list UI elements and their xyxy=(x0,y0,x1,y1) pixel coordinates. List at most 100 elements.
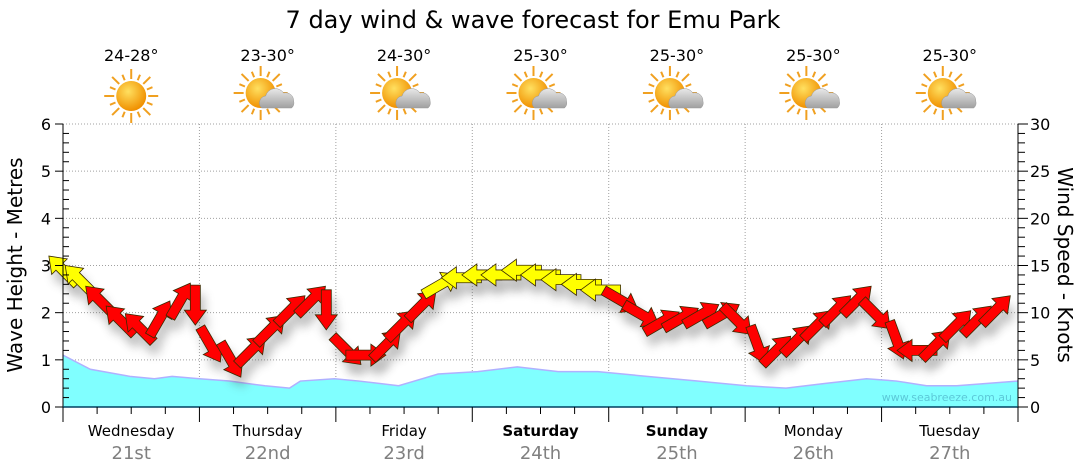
sun-ray xyxy=(240,73,250,82)
sun-ray xyxy=(239,98,246,103)
sun-ray xyxy=(675,108,680,115)
sun-ray xyxy=(375,83,382,88)
sun-ray xyxy=(146,86,153,91)
sun-ray xyxy=(377,104,386,113)
wind-arrow xyxy=(124,313,158,347)
wind-arrow xyxy=(579,278,621,302)
sun-ray xyxy=(796,71,801,78)
day-name-label: Monday xyxy=(784,422,843,440)
watermark: www.seabreeze.com.au xyxy=(882,391,1012,404)
cloud-shape xyxy=(668,88,704,109)
day-name-label: Sunday xyxy=(646,422,709,440)
y-right-tick-label: 25 xyxy=(1030,162,1050,181)
wind-arrow xyxy=(977,295,1011,329)
sun-ray xyxy=(271,73,281,82)
wind-arrow xyxy=(560,272,602,297)
cloud-shape xyxy=(941,88,977,109)
sun-ray xyxy=(958,83,965,88)
day-temperature-label: 25-30° xyxy=(786,46,841,65)
sun-ray xyxy=(921,83,928,88)
wave-height-line xyxy=(62,354,1019,389)
y-right-tick-label: 5 xyxy=(1030,351,1040,370)
sun-ray xyxy=(109,86,116,91)
sun-ray xyxy=(786,73,796,82)
sun-ray xyxy=(250,108,256,115)
day-temperature-label: 25-30° xyxy=(923,46,978,65)
day-date-label: 24th xyxy=(520,443,561,464)
sun-ray xyxy=(375,98,382,103)
sun-ray xyxy=(146,101,153,106)
sun-ray xyxy=(648,83,655,88)
cloud-shape xyxy=(804,88,840,109)
sun-ray xyxy=(142,107,152,116)
partly-cloudy-icon xyxy=(779,66,840,120)
day-date-label: 21st xyxy=(112,443,151,464)
wind-arrow xyxy=(745,323,771,365)
partly-cloudy-icon xyxy=(642,66,704,120)
sun-ray xyxy=(933,71,938,78)
sun-ray xyxy=(275,83,283,88)
sun-ray xyxy=(387,108,392,115)
sun-ray xyxy=(239,83,246,88)
sun-ray xyxy=(377,73,386,82)
sun-ray xyxy=(513,104,523,113)
y-left-tick-label: 5 xyxy=(41,162,51,181)
day-temperature-label: 25-30° xyxy=(650,46,705,65)
sun-ray xyxy=(921,98,928,103)
sun-ray xyxy=(513,73,523,82)
sun-ray xyxy=(648,98,655,103)
y-right-tick-label: 0 xyxy=(1030,398,1040,417)
sunny-icon xyxy=(104,69,159,123)
sun-ray xyxy=(685,83,692,88)
sun-ray xyxy=(786,104,796,113)
day-temperature-label: 24-30° xyxy=(377,46,432,65)
partly-cloudy-icon xyxy=(506,66,567,120)
partly-cloudy-icon xyxy=(915,66,977,120)
sun-ray xyxy=(523,71,528,78)
sun-disc xyxy=(116,81,147,111)
y-right-tick-label: 20 xyxy=(1030,209,1050,228)
sun-ray xyxy=(948,71,953,78)
day-temperature-label: 23-30° xyxy=(240,46,295,65)
y-left-tick-label: 1 xyxy=(41,351,51,370)
sun-ray xyxy=(811,108,817,115)
wind-arrow xyxy=(314,289,339,331)
sun-ray xyxy=(387,71,392,78)
day-date-label: 27th xyxy=(929,443,970,464)
chart-title: 7 day wind & wave forecast for Emu Park xyxy=(286,6,781,34)
sun-ray xyxy=(821,83,828,88)
y-right-tick-label: 10 xyxy=(1030,304,1050,323)
wind-arrow-shadow xyxy=(408,300,440,333)
day-temperature-label: 24-28° xyxy=(104,46,159,65)
y-right-tick-label: 15 xyxy=(1030,257,1050,276)
sun-ray xyxy=(811,71,817,78)
sun-ray xyxy=(523,108,528,115)
partly-cloudy-icon xyxy=(233,66,295,120)
sun-ray xyxy=(817,73,827,82)
sun-ray xyxy=(675,71,680,78)
sun-ray xyxy=(922,104,932,113)
sun-ray xyxy=(511,83,519,88)
day-name-label: Wednesday xyxy=(88,422,175,440)
sun-ray xyxy=(948,108,953,115)
sun-ray xyxy=(412,83,419,88)
sun-ray xyxy=(266,108,271,115)
sun-ray xyxy=(660,108,665,115)
sun-ray xyxy=(650,73,659,82)
sun-ray xyxy=(650,104,659,113)
sun-ray xyxy=(240,104,250,113)
sun-ray xyxy=(250,71,256,78)
sun-ray xyxy=(142,76,152,85)
sun-ray xyxy=(548,83,556,88)
wind-arrow xyxy=(857,296,891,330)
cloud-shape xyxy=(395,88,431,109)
sun-ray xyxy=(784,98,792,103)
sun-ray xyxy=(539,71,544,78)
y-left-tick-label: 0 xyxy=(41,398,51,417)
wind-arrow xyxy=(718,301,752,335)
sun-ray xyxy=(681,73,690,82)
sun-ray xyxy=(111,76,120,85)
day-name-label: Saturday xyxy=(502,422,579,440)
